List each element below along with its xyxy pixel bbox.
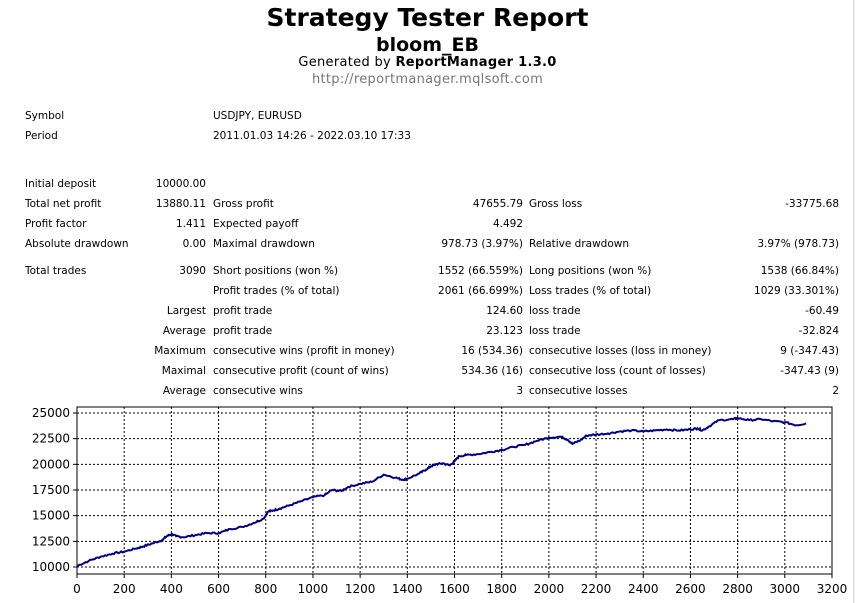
x-tick-label: 2800 (722, 582, 753, 596)
average-profit-label: profit trade (213, 325, 273, 337)
x-tick-label: 600 (207, 582, 230, 596)
y-tick-label: 12500 (32, 534, 70, 548)
period-label: Period (25, 130, 58, 142)
profit-trades-label: Profit trades (% of total) (213, 285, 340, 297)
average-consecutive-prefix: Average (162, 385, 206, 397)
largest-profit-label: profit trade (213, 305, 273, 317)
loss-trades-label: Loss trades (% of total) (529, 285, 652, 297)
x-tick-label: 2200 (581, 582, 612, 596)
report-url[interactable]: http://reportmanager.mqlsoft.com (311, 72, 544, 87)
x-tick-label: 2400 (628, 582, 659, 596)
balance-chart: 0 200 400 600 800 1000 1200 1400 1600 1800 2000 220… (32, 406, 847, 596)
maximum-losses-label: consecutive losses (loss in money) (529, 345, 712, 357)
largest-loss-value: -60.49 (805, 305, 839, 317)
expected-payoff-label: Expected payoff (213, 218, 299, 230)
maximal-drawdown-label: Maximal drawdown (213, 238, 315, 250)
generated-prefix: Generated by (298, 55, 391, 70)
axis-ticks: 0 200 400 600 800 1000 1200 1400 1600 1800 2000 220… (32, 406, 847, 596)
y-tick-label: 20000 (32, 457, 70, 471)
average-loss-value: -32.824 (798, 325, 839, 337)
generated-by: Generated by ReportManager 1.3.0 (0, 55, 855, 71)
average-consecutive-wins-label: consecutive wins (213, 385, 303, 397)
generator-name: ReportManager 1.3.0 (395, 55, 557, 70)
profit-trades-value: 2061 (66.699%) (438, 285, 523, 297)
average-consecutive-wins-value: 3 (516, 385, 523, 397)
x-tick-label: 1400 (392, 582, 423, 596)
y-tick-label: 10000 (32, 560, 70, 574)
x-tick-label: 3000 (770, 582, 801, 596)
maximum-wins-value: 16 (534.36) (461, 345, 523, 357)
average-prefix: Average (162, 325, 206, 337)
profit-factor-label: Profit factor (25, 218, 87, 230)
largest-loss-label: loss trade (529, 305, 581, 317)
short-positions-value: 1552 (66.559%) (438, 265, 523, 277)
average-consecutive-losses-value: 2 (832, 385, 839, 397)
absolute-drawdown-label: Absolute drawdown (25, 238, 129, 250)
x-tick-label: 2000 (534, 582, 565, 596)
x-tick-label: 1200 (345, 582, 376, 596)
long-positions-label: Long positions (won %) (529, 265, 652, 277)
balance-line (76, 416, 807, 567)
maximal-prefix: Maximal (161, 365, 206, 377)
largest-prefix: Largest (166, 305, 206, 317)
initial-deposit-label: Initial deposit (25, 178, 97, 190)
maximal-profit-value: 534.36 (16) (461, 365, 523, 377)
total-net-profit-label: Total net profit (25, 198, 102, 210)
symbol-value: USDJPY, EURUSD (213, 110, 302, 122)
x-tick-label: 0 (73, 582, 81, 596)
maximal-drawdown-value: 978.73 (3.97%) (441, 238, 523, 250)
average-consecutive-losses-label: consecutive losses (529, 385, 628, 397)
period-value: 2011.01.03 14:26 - 2022.03.10 17:33 (213, 130, 411, 142)
long-positions-value: 1538 (66.84%) (760, 265, 839, 277)
y-tick-label: 17500 (32, 483, 70, 497)
maximal-loss-label: consecutive loss (count of losses) (529, 365, 706, 377)
y-tick-label: 15000 (32, 509, 70, 523)
short-positions-label: Short positions (won %) (213, 265, 339, 277)
x-tick-label: 800 (254, 582, 277, 596)
gross-loss-value: -33775.68 (785, 198, 839, 210)
x-tick-label: 400 (160, 582, 183, 596)
x-tick-label: 2600 (675, 582, 706, 596)
scrollbar-edge (853, 0, 855, 603)
relative-drawdown-label: Relative drawdown (529, 238, 630, 250)
gross-profit-label: Gross profit (213, 198, 274, 210)
x-tick-label: 1000 (298, 582, 329, 596)
y-tick-label: 25000 (32, 406, 70, 420)
gross-loss-label: Gross loss (529, 198, 583, 210)
relative-drawdown-value: 3.97% (978.73) (757, 238, 839, 250)
x-tick-label: 1800 (486, 582, 517, 596)
maximum-prefix: Maximum (154, 345, 206, 357)
maximum-losses-value: 9 (-347.43) (780, 345, 839, 357)
largest-profit-value: 124.60 (486, 305, 523, 317)
total-trades-value: 3090 (179, 265, 206, 277)
gross-profit-value: 47655.79 (472, 198, 523, 210)
grid (77, 407, 833, 574)
total-net-profit-value: 13880.11 (155, 198, 206, 210)
initial-deposit-value: 10000.00 (155, 178, 206, 190)
loss-trades-value: 1029 (33.301%) (754, 285, 839, 297)
average-profit-value: 23.123 (486, 325, 523, 337)
total-trades-label: Total trades (25, 265, 87, 277)
report-subtitle: bloom_EB (376, 34, 479, 56)
x-tick-label: 200 (113, 582, 136, 596)
report-title: Strategy Tester Report (266, 3, 589, 32)
expected-payoff-value: 4.492 (492, 218, 523, 230)
absolute-drawdown-value: 0.00 (182, 238, 206, 250)
profit-factor-value: 1.411 (175, 218, 206, 230)
y-tick-label: 22500 (32, 432, 70, 446)
x-tick-label: 1600 (439, 582, 470, 596)
maximal-profit-label: consecutive profit (count of wins) (213, 365, 389, 377)
average-loss-label: loss trade (529, 325, 581, 337)
symbol-label: Symbol (25, 110, 65, 122)
x-tick-label: 3200 (817, 582, 848, 596)
maximum-wins-label: consecutive wins (profit in money) (213, 345, 395, 357)
maximal-loss-value: -347.43 (9) (780, 365, 839, 377)
